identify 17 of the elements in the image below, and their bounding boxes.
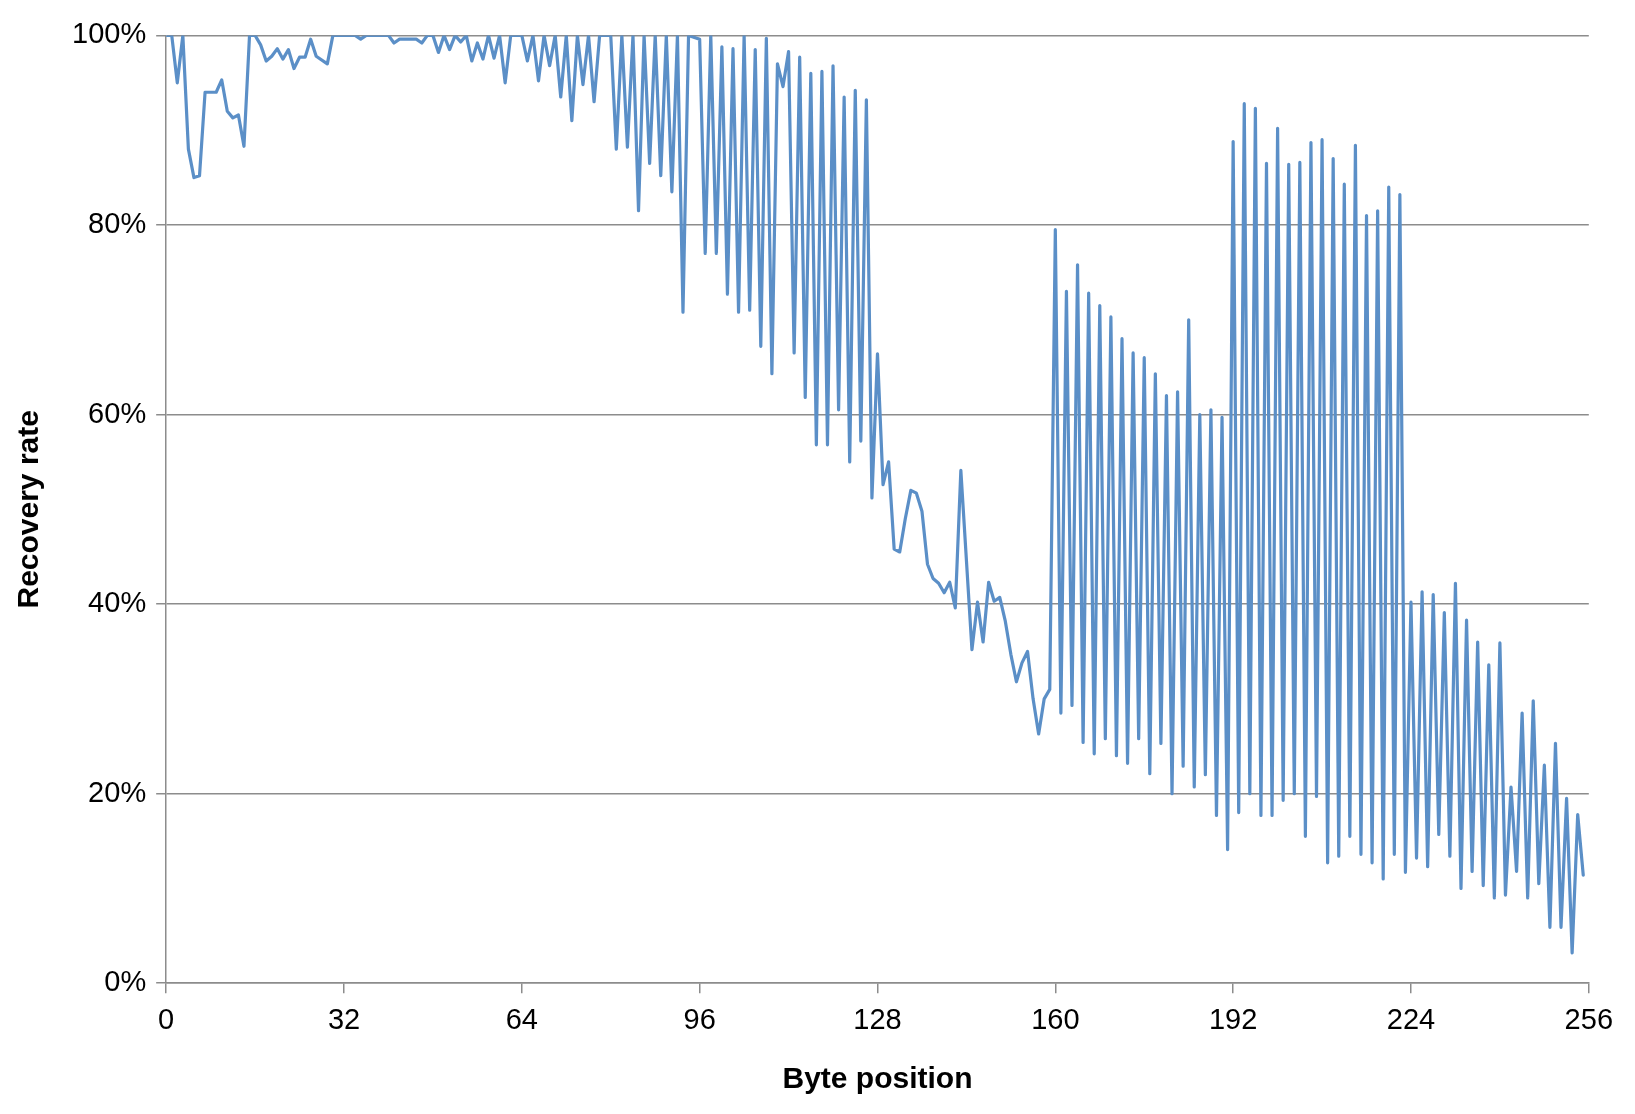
y-axis-title: Recovery rate <box>11 410 45 609</box>
x-tick-label: 96 <box>683 1002 716 1035</box>
x-tick-label: 224 <box>1386 1002 1436 1035</box>
y-tick-label: 100% <box>72 17 147 50</box>
x-axis-title: Byte position <box>782 1061 973 1095</box>
y-tick-label: 20% <box>88 775 147 808</box>
x-tick-label: 32 <box>327 1002 361 1035</box>
x-tick-label: 256 <box>1564 1002 1613 1035</box>
x-tick-label: 64 <box>505 1002 538 1035</box>
y-tick-label: 60% <box>88 396 147 429</box>
y-tick-label: 0% <box>104 965 147 998</box>
y-tick-label: 40% <box>88 586 147 619</box>
x-tick-label: 128 <box>853 1002 902 1035</box>
y-tick-label: 80% <box>88 206 147 239</box>
x-tick-label: 192 <box>1208 1002 1258 1035</box>
x-tick-label: 0 <box>158 1002 175 1035</box>
x-tick-label: 160 <box>1031 1002 1080 1035</box>
